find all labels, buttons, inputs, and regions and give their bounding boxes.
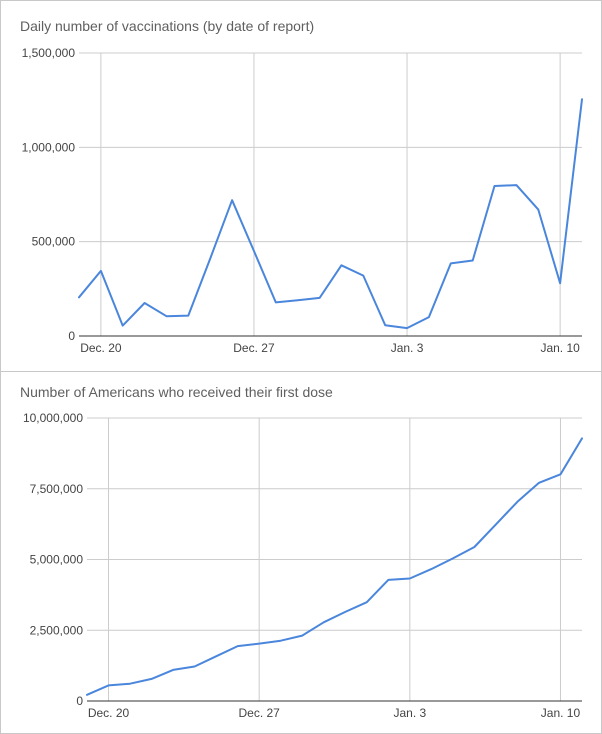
daily-vaccinations-panel: Daily number of vaccinations (by date of… [0,0,602,372]
y-tick-label: 7,500,000 [30,482,84,496]
y-tick-label: 5,000,000 [30,553,84,567]
y-tick-label: 1,000,000 [22,140,76,154]
series-line [86,437,583,696]
y-tick-label: 10,000,000 [23,411,83,425]
x-tick-label: Jan. 3 [391,341,424,355]
x-tick-label: Dec. 27 [238,706,280,720]
y-tick-label: 500,000 [32,235,76,249]
x-tick-label: Jan. 10 [540,341,580,355]
x-tick-label: Jan. 10 [541,706,581,720]
chart-title: Daily number of vaccinations (by date of… [20,18,315,34]
y-tick-label: 1,500,000 [22,46,76,60]
y-tick-label: 0 [68,329,75,343]
series-line [78,98,583,330]
x-tick-label: Dec. 20 [80,341,122,355]
x-tick-label: Dec. 27 [233,341,275,355]
x-tick-label: Jan. 3 [393,706,426,720]
y-tick-label: 0 [76,694,83,708]
chart-title: Number of Americans who received their f… [20,384,333,400]
daily-vaccinations-chart: 0 500,000 1,000,000 1,500,000 Dec. 20 Dec. 27… [22,46,583,355]
x-tick-label: Dec. 20 [88,706,130,720]
first-dose-chart: 0 2,500,000 5,000,000 7,500,000 10,000,000 De… [23,411,583,720]
first-dose-panel: Number of Americans who received their f… [0,371,602,734]
y-tick-label: 2,500,000 [30,623,84,637]
